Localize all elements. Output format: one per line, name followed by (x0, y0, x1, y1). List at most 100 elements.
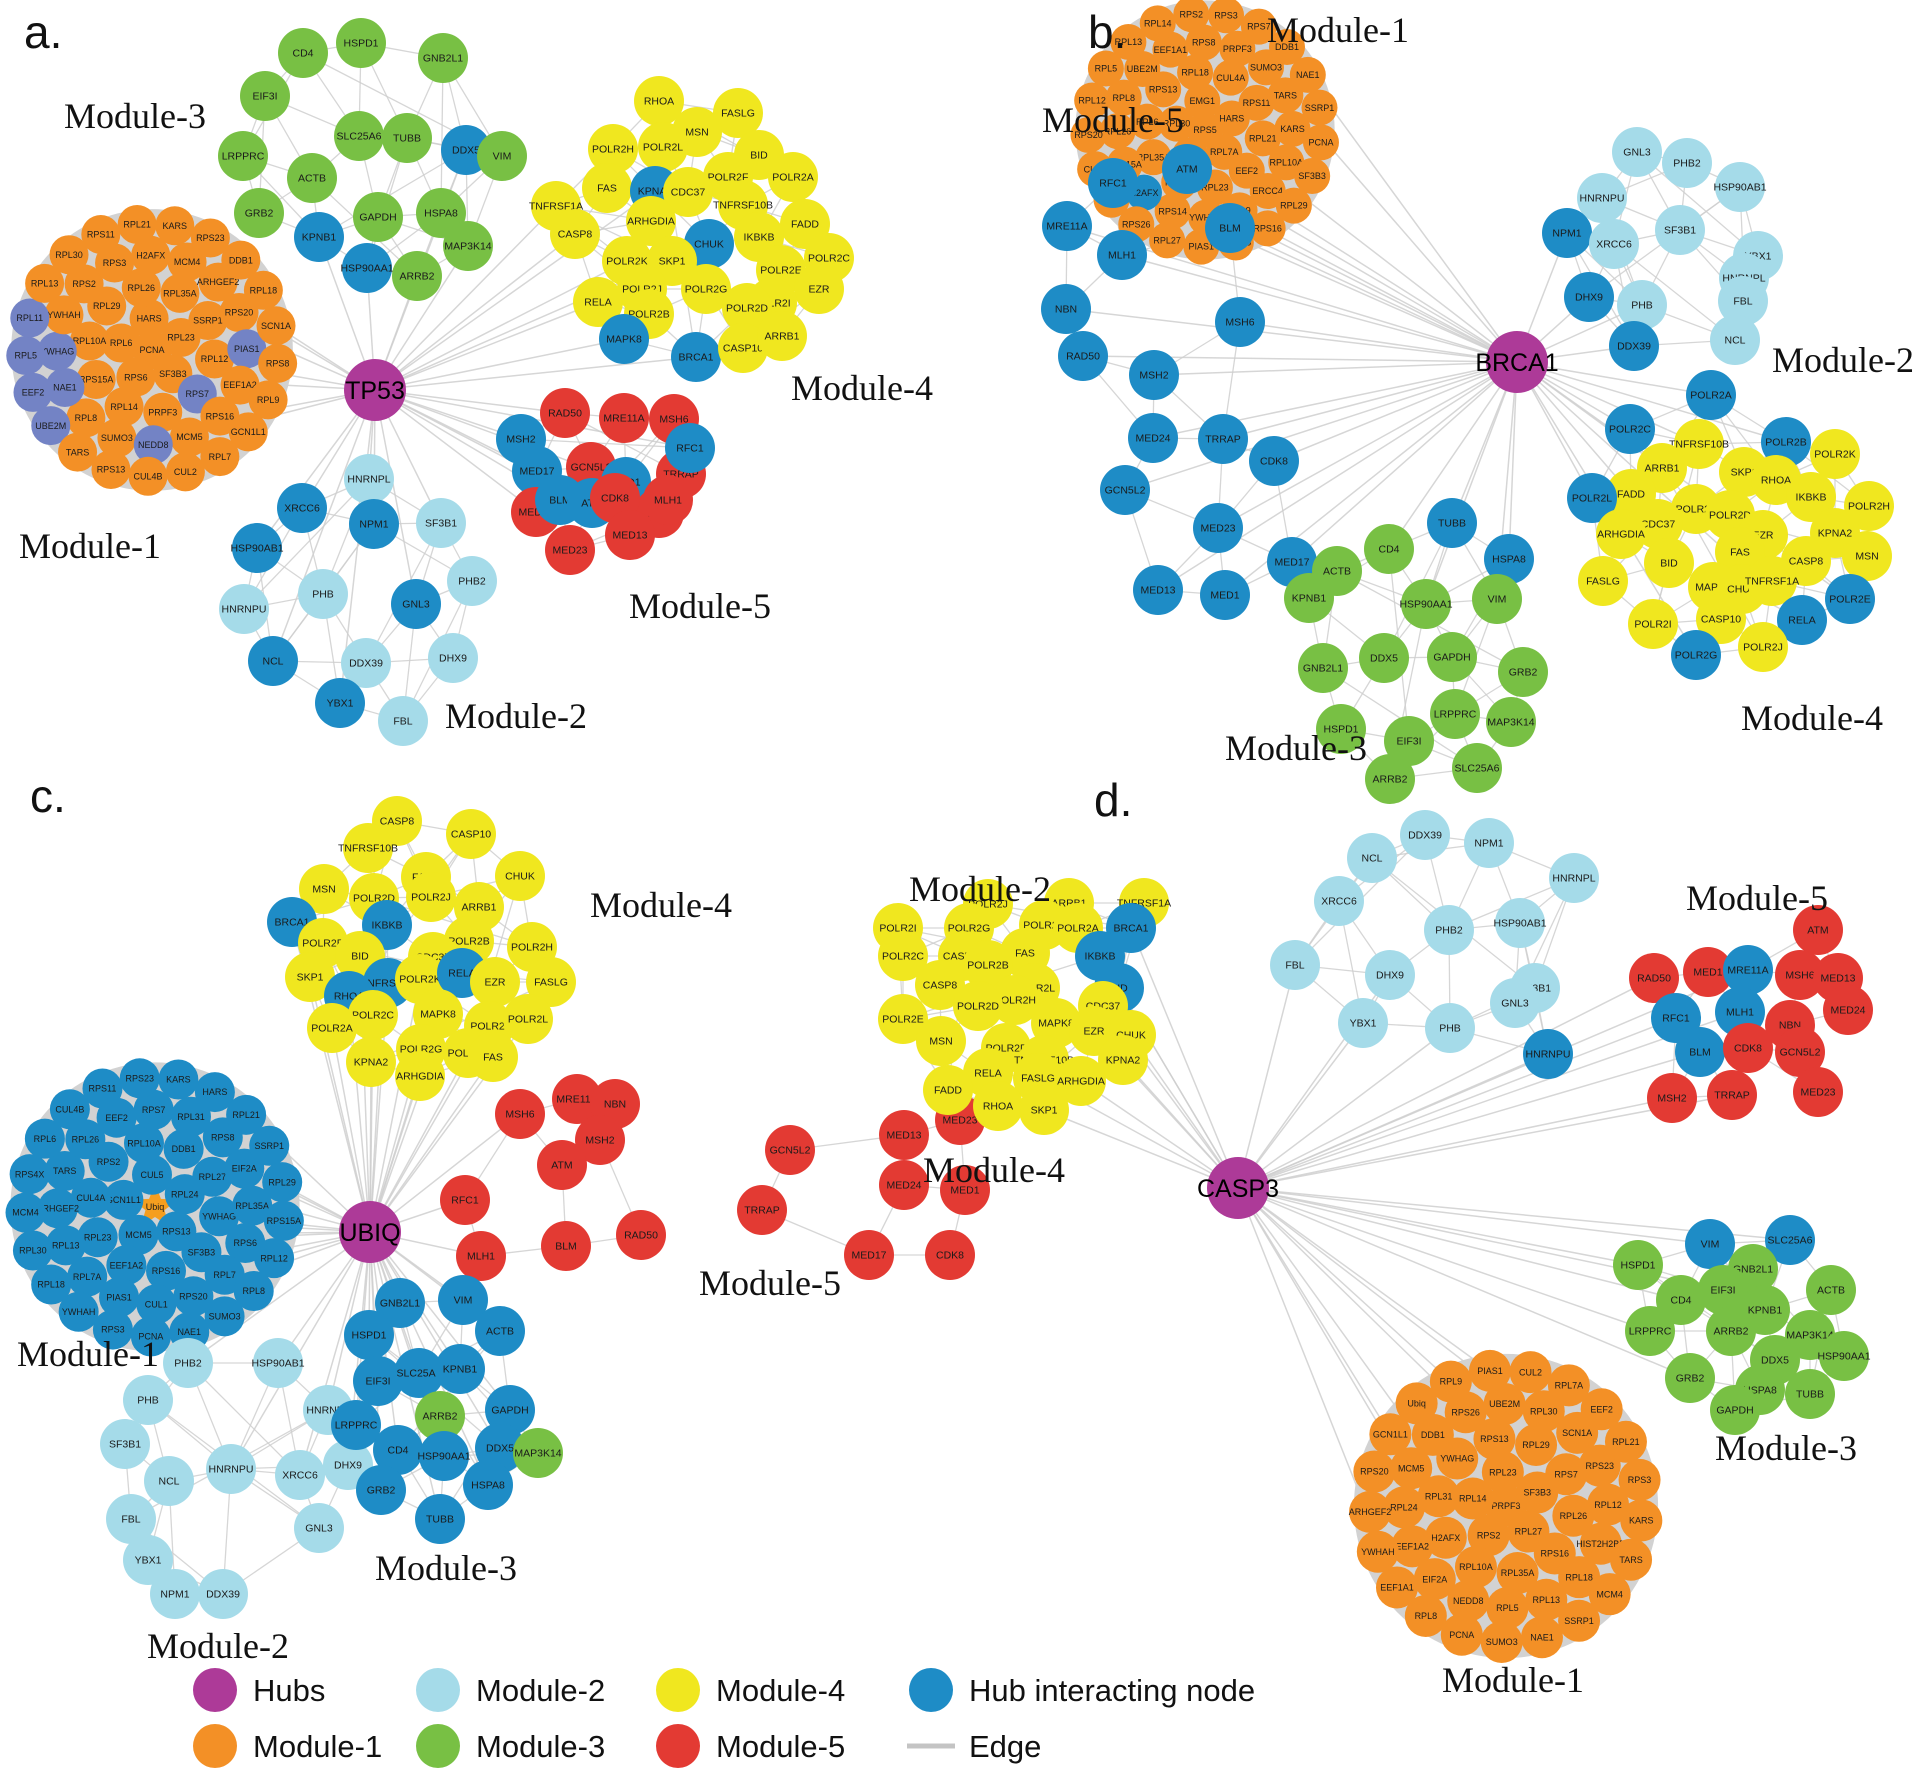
node-label-POLR2C: POLR2C (808, 253, 850, 265)
node-label-NPM1: NPM1 (1552, 228, 1581, 240)
node-RPS20 (173, 1276, 214, 1317)
node-RPS3 (92, 1309, 133, 1350)
module-label: Module-1 (1442, 1660, 1584, 1700)
node-RELA (573, 277, 623, 327)
module-label: Module-4 (1741, 698, 1883, 738)
node-NPM1 (150, 1569, 200, 1619)
node-FBL (378, 696, 428, 746)
node-RPL30 (1522, 1390, 1565, 1433)
node-label-MAPK8: MAPK8 (1038, 1018, 1074, 1030)
node-RPL12 (1074, 82, 1111, 119)
node-RPS11 (81, 214, 121, 254)
node-label-MCM5: MCM5 (125, 1230, 152, 1240)
node-label-VIM: VIM (1488, 594, 1507, 606)
node-label-MSN: MSN (312, 884, 335, 896)
node-RFC1 (665, 423, 715, 473)
node-label-FAS: FAS (483, 1052, 503, 1064)
node-HSP90AB1 (1495, 898, 1545, 948)
edge (369, 1231, 501, 1449)
node-label-CASP10: CASP10 (723, 343, 763, 355)
node-label-HSP90AA1: HSP90AA1 (417, 1451, 470, 1463)
node-label-YWHAH: YWHAH (47, 310, 81, 320)
edge (1237, 1011, 1741, 1189)
node-label-PHB2: PHB2 (1673, 158, 1701, 170)
node-VIM (1472, 574, 1522, 624)
node-FASLG (526, 957, 576, 1007)
node-ARRB2 (392, 251, 442, 301)
node-label-GNL3: GNL3 (1623, 147, 1651, 159)
edge (369, 978, 421, 1233)
module3-cluster-panel-a: CD4 HSPD1 GNB2L1 EIF3I SLC25A6 TUBB DDX5 VIM LRP… (218, 18, 527, 301)
node-label-RPS2: RPS2 (97, 1157, 121, 1167)
node-label-MSH2: MSH2 (506, 434, 535, 446)
node-POLR2A (307, 1003, 357, 1053)
node-label-EIF2A: EIF2A (1422, 1574, 1447, 1584)
node-MED23 (545, 525, 595, 575)
node-label-ARRB1: ARRB1 (1644, 463, 1679, 475)
node-PCNA (130, 1316, 171, 1357)
node-RPL29 (262, 1162, 303, 1203)
node-label-RPL27: RPL27 (199, 1172, 227, 1182)
module-label: Module-1 (17, 1334, 159, 1374)
node-EIF3I (1698, 1265, 1748, 1315)
node-RPL14 (104, 387, 144, 427)
node-label-MSH6: MSH6 (659, 414, 688, 426)
node-label-RPL12: RPL12 (201, 354, 229, 364)
edge (1229, 227, 1518, 363)
edge (374, 190, 656, 391)
labels-panel-d: d. Module-2 Module-5 Module-4 Module-3 Module… (909, 774, 1857, 1700)
node-MRE11A (1042, 201, 1092, 251)
node-label-RAD50: RAD50 (548, 408, 582, 420)
node-label-RPL14: RPL14 (1144, 19, 1172, 29)
node-MED1 (1200, 570, 1250, 620)
edge (1237, 1051, 1701, 1189)
node-H2AFX (131, 235, 171, 275)
node-RPL10A (123, 1123, 164, 1164)
node-label-GNB2L1: GNB2L1 (380, 1298, 420, 1310)
node-SLC25A6 (334, 111, 384, 161)
node-MSH6 (1215, 297, 1265, 347)
node-RPS7 (1240, 8, 1277, 45)
node-label-XRCC6: XRCC6 (1596, 239, 1632, 251)
node-label-KPNA2: KPNA2 (354, 1057, 389, 1069)
node-NPM1 (349, 499, 399, 549)
node-label-ARHGEF2: ARHGEF2 (1349, 1507, 1392, 1517)
node-HSPA8 (463, 1460, 513, 1510)
module1-blob-panel-c: Ubiq RPS13 MCM5 GCN1L1 CUL5 RPL24 RPS16 EEF1A2 R… (5, 1058, 304, 1357)
node-label-DHX9: DHX9 (334, 1460, 362, 1472)
node-label-EEF1A1: EEF1A1 (1154, 45, 1188, 55)
node-POLR2B (1761, 417, 1811, 467)
node-label-RPS20: RPS20 (179, 1291, 208, 1301)
node-RPL31 (170, 1096, 211, 1137)
node-label-FADD: FADD (791, 219, 819, 231)
node-label-RPL23: RPL23 (84, 1232, 112, 1242)
edge (1222, 361, 1518, 440)
node-KPNB1 (294, 212, 344, 262)
node-label-RPL8: RPL8 (242, 1286, 265, 1296)
node-label-ARHGDIA: ARHGDIA (396, 1071, 444, 1083)
module5-cluster-panel-c: MSH6 MRE11A NBN MSH2 ATM RFC1 MLH1 BLM RAD50 TRRA… (440, 1074, 990, 1281)
node-label-RPL7: RPL7 (209, 452, 232, 462)
node-label-RPS20: RPS20 (225, 308, 254, 318)
node-HSP90AA1 (419, 1431, 469, 1481)
node-label-TARS: TARS (1619, 1555, 1642, 1565)
node-TNFRSF10B (1674, 419, 1724, 469)
node-label-POLR2B: POLR2B (448, 936, 489, 948)
node-label-HIST2H2BE: HIST2H2BE (1576, 1539, 1625, 1549)
node-label-H2AFX: H2AFX (1129, 188, 1158, 198)
node-label-POLR2E: POLR2E (760, 265, 801, 277)
node-label-MED17: MED17 (519, 466, 554, 478)
node-label-RPS20: RPS20 (1074, 130, 1103, 140)
node-MAP3K14 (443, 221, 493, 271)
node-POLR2H (1844, 481, 1894, 531)
node-ARHGDIA (1596, 509, 1646, 559)
node-YBX1 (1338, 998, 1388, 1048)
node-POLR2H (990, 975, 1040, 1025)
module2-cluster-panel-a: HNRNPL XRCC6 NPM1 SF3B1 HSP90AB1 PHB PHB2 HNRNP… (219, 454, 497, 746)
node-MAPK8 (599, 314, 649, 364)
node-label-TARS: TARS (53, 1166, 76, 1176)
node-label-NCL: NCL (158, 1476, 179, 1488)
node-RPS3 (1208, 0, 1245, 34)
